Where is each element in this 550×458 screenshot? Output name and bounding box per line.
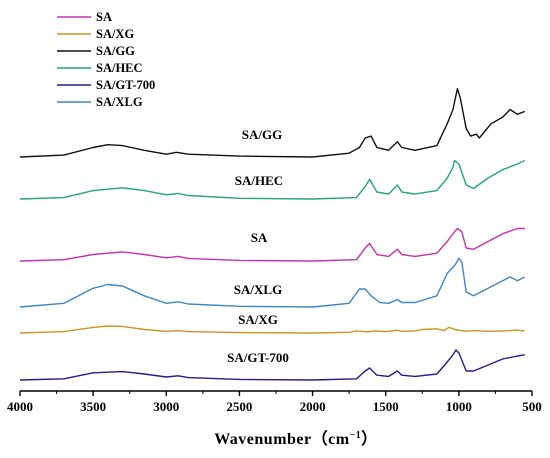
spectrum-line: [19, 349, 525, 381]
series-label: SA/GG: [242, 127, 282, 142]
x-tick-label: 4000: [7, 399, 33, 414]
x-tick-label: 3000: [153, 399, 179, 414]
x-axis-label-unit-sup: −1: [350, 430, 362, 441]
legend-label: SA/XLG: [96, 95, 143, 109]
spectra-group: [19, 87, 526, 381]
series-label: SA/XLG: [234, 282, 282, 297]
x-axis-label-unit-close: ）: [361, 430, 378, 448]
legend-label: SA/XG: [96, 27, 134, 41]
x-tick-label: 2000: [300, 399, 326, 414]
series-labels: SA/GG SA/HEC SA SA/XLG SA/XG SA/GT-700: [227, 127, 289, 365]
series-label: SA: [251, 230, 268, 245]
x-tick-label: 1000: [446, 399, 472, 414]
x-axis: 4000 3500 3000 2500 2000 1500 1000 500: [7, 390, 542, 414]
x-tick-label: 3500: [80, 399, 106, 414]
spectrum-line: [19, 87, 525, 158]
spectrum-line: [19, 257, 526, 308]
x-axis-label: Wavenumber（cm−1）: [214, 430, 378, 448]
series-label: SA/XG: [238, 312, 278, 327]
legend-label: SA: [96, 10, 112, 24]
legend-label: SA/GG: [96, 44, 135, 58]
legend-label: SA/HEC: [96, 61, 143, 75]
spectrum-line: [19, 159, 526, 200]
x-axis-label-main: Wavenumber: [214, 431, 311, 448]
legend: SA SA/XG SA/GG SA/HEC SA/GT-700 SA/XLG: [57, 10, 155, 109]
spectrum-line: [19, 325, 525, 334]
spectrum-line: [19, 227, 525, 262]
x-tick-label: 2500: [226, 399, 252, 414]
x-axis-label-unit: （cm: [312, 430, 350, 448]
x-tick-label: 500: [522, 399, 542, 414]
series-label: SA/GT-700: [227, 350, 289, 365]
legend-label: SA/GT-700: [96, 78, 155, 92]
series-label: SA/HEC: [235, 173, 283, 188]
x-tick-label: 1500: [373, 399, 399, 414]
